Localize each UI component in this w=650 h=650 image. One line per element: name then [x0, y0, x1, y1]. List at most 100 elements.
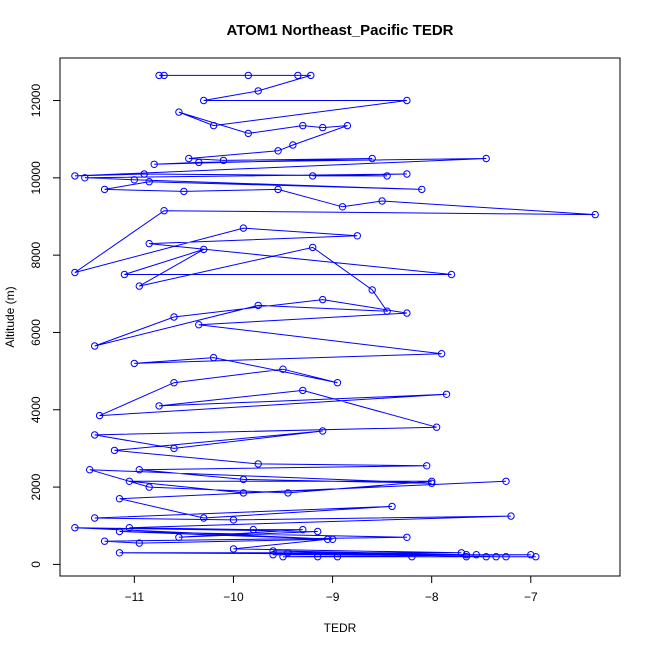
- data-point: [418, 185, 426, 194]
- data-point: [145, 239, 153, 248]
- data-point: [125, 477, 134, 485]
- data-point: [462, 551, 471, 559]
- data-point: [383, 307, 391, 315]
- data-point: [462, 553, 471, 561]
- y-axis: 0 2000 4000 6000 8000 10000 12000: [29, 84, 60, 568]
- data-point: [130, 359, 139, 368]
- data-point: [170, 379, 178, 387]
- series-line: [74, 74, 596, 558]
- data-point: [125, 524, 134, 532]
- data-point: [328, 535, 337, 543]
- y-tick-label: 8000: [29, 241, 43, 268]
- data-point: [120, 270, 129, 279]
- data-point: [314, 553, 322, 561]
- data-point: [145, 483, 153, 491]
- data-point: [319, 123, 327, 132]
- data-point: [170, 444, 178, 453]
- data-point: [71, 172, 79, 180]
- data-point: [150, 160, 158, 169]
- data-point: [110, 446, 119, 455]
- data-point: [91, 514, 99, 522]
- data-point: [472, 551, 480, 559]
- data-point: [185, 154, 193, 163]
- data-point: [170, 313, 178, 321]
- data-point: [447, 270, 456, 279]
- data-point: [244, 129, 253, 138]
- data-point: [195, 158, 203, 167]
- data-point: [95, 411, 104, 420]
- data-point: [239, 224, 248, 232]
- data-point: [591, 210, 599, 219]
- data-point: [457, 549, 466, 557]
- data-point: [244, 71, 253, 80]
- data-point: [492, 553, 500, 561]
- data-point: [180, 187, 188, 196]
- data-point: [115, 549, 124, 557]
- data-point: [239, 475, 248, 484]
- y-tick-label: 6000: [29, 319, 43, 346]
- data-point: [428, 479, 436, 487]
- data-point: [403, 309, 411, 317]
- data-point: [309, 243, 317, 252]
- data-point: [115, 527, 124, 536]
- data-point: [91, 431, 99, 439]
- data-point: [502, 477, 510, 485]
- data-point: [175, 533, 183, 541]
- data-point: [71, 268, 79, 277]
- data-point: [209, 121, 218, 130]
- data-point: [239, 489, 248, 497]
- data-point: [527, 551, 535, 559]
- data-point: [532, 553, 540, 561]
- y-tick-label: 2000: [29, 473, 43, 500]
- series-group: [71, 71, 599, 561]
- data-point: [195, 321, 203, 329]
- data-point: [100, 185, 109, 194]
- data-point: [338, 203, 347, 211]
- data-point: [383, 172, 391, 180]
- data-point: [403, 96, 411, 105]
- data-point: [155, 402, 163, 410]
- y-tick-label: 10000: [29, 161, 43, 195]
- data-point: [299, 386, 307, 395]
- data-point: [115, 495, 124, 503]
- x-tick-label: −11: [125, 590, 145, 604]
- data-point: [279, 553, 287, 561]
- data-point: [408, 553, 416, 561]
- data-point: [160, 71, 168, 80]
- data-point: [254, 460, 262, 468]
- data-point: [209, 353, 218, 362]
- data-point: [254, 301, 262, 310]
- x-tick-label: −7: [524, 590, 538, 604]
- data-point: [81, 174, 89, 182]
- x-axis-label: TEDR: [324, 621, 357, 635]
- data-point: [319, 427, 327, 435]
- data-point: [284, 489, 292, 497]
- data-point: [140, 170, 148, 178]
- data-point: [284, 549, 292, 557]
- data-point: [135, 539, 144, 547]
- data-point: [299, 121, 307, 130]
- data-point: [353, 232, 361, 240]
- data-point: [368, 154, 376, 163]
- data-point: [309, 172, 317, 180]
- data-point: [86, 466, 94, 474]
- x-tick-label: −9: [326, 590, 340, 604]
- data-point: [299, 525, 307, 534]
- data-point: [323, 535, 332, 543]
- data-point: [442, 390, 451, 398]
- data-point: [130, 176, 139, 184]
- data-point: [200, 245, 208, 254]
- data-point: [482, 154, 490, 163]
- y-tick-label: 0: [29, 561, 43, 568]
- data-point: [135, 282, 144, 290]
- data-point: [249, 525, 258, 534]
- data-point: [229, 545, 238, 553]
- data-point: [502, 553, 510, 561]
- data-point: [274, 185, 282, 194]
- data-point: [219, 156, 228, 165]
- x-axis: −11 −10 −9 −8 −7: [125, 576, 538, 604]
- data-point: [314, 527, 322, 536]
- data-point: [229, 516, 238, 524]
- data-point: [200, 514, 208, 522]
